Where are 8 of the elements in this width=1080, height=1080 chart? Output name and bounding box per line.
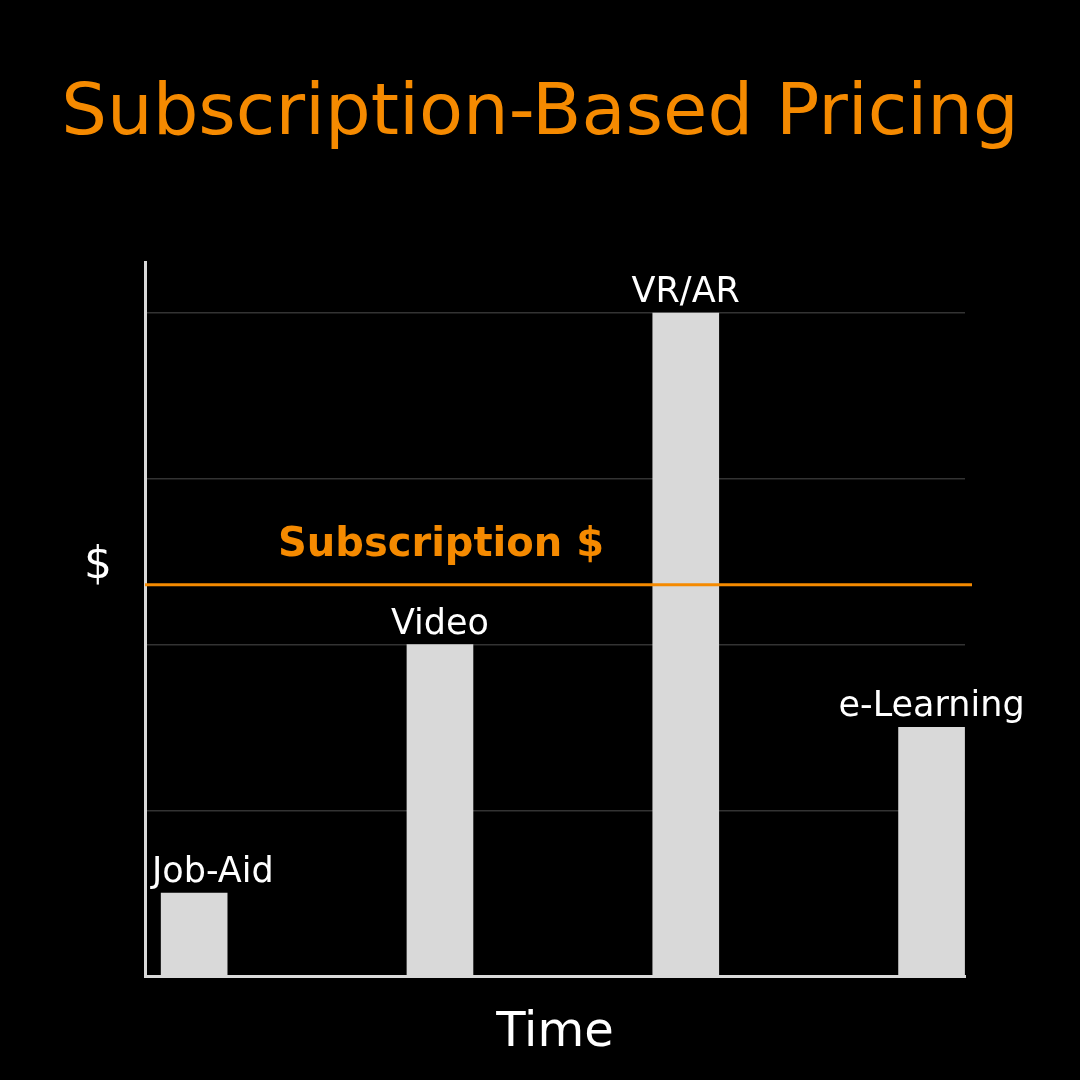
y-axis-title: $: [84, 536, 112, 588]
x-tick-label: Job-Aid: [150, 850, 274, 891]
ref-line-label: Subscription $: [277, 518, 605, 565]
x-axis-title: Time: [495, 1001, 614, 1057]
x-tick-label: VR/AR: [631, 270, 740, 311]
x-tick-label: Video: [390, 601, 489, 642]
x-tick-label: e-Learning: [838, 684, 1025, 725]
chart-title: Subscription-Based Pricing: [61, 67, 1019, 151]
